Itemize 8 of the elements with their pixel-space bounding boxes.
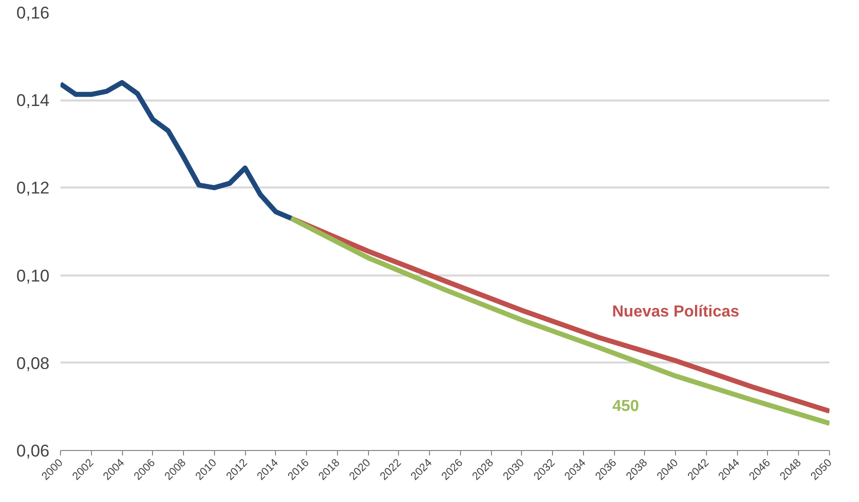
y-tick-label: 0,14 (16, 91, 50, 110)
y-tick-label: 0,06 (16, 442, 50, 460)
y-tick-label: 0,08 (16, 354, 50, 373)
y-tick-label: 0,16 (16, 4, 50, 22)
text: 450 (612, 398, 640, 416)
y-tick-label: 0,10 (16, 266, 50, 286)
series-label: Nuevas Políticas (612, 304, 740, 321)
y-tick-label: 0,12 (16, 178, 50, 198)
